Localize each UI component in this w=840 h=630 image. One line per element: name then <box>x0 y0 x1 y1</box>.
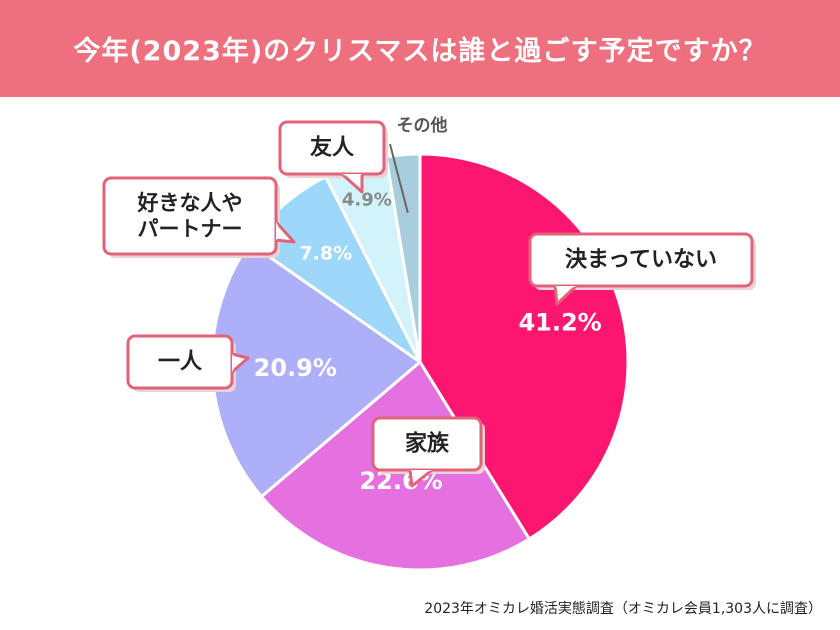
callout-seam <box>555 286 576 293</box>
callout-label: 友人 <box>310 136 354 161</box>
callout-seam <box>276 222 283 240</box>
percent-label: 7.8% <box>299 243 352 265</box>
callout-bubble: 好きな人やパートナー <box>102 176 296 258</box>
source-note: 2023年オミカレ婚活実態調査（オミカレ会員1,303人に調査） <box>424 601 822 617</box>
percent-label: 41.2% <box>518 308 601 336</box>
callout-label: 決まっていない <box>565 248 717 273</box>
callout-box <box>102 176 278 256</box>
callout-seam <box>342 174 362 181</box>
percent-label: 20.9% <box>254 354 337 382</box>
callout-bubble: 決まっていない <box>528 232 756 306</box>
callout-label: 一人 <box>158 350 202 375</box>
title-bar: 今年(2023年)のクリスマスは誰と過ごす予定ですか？ <box>0 0 840 97</box>
callout-bubble: 友人 <box>278 120 388 194</box>
percent-label: 4.9% <box>342 190 392 211</box>
callout-box <box>278 120 386 176</box>
callout-label: 好きな人やパートナー <box>137 191 243 241</box>
page-title: 今年(2023年)のクリスマスは誰と過ごす予定ですか？ <box>73 36 767 67</box>
callout-label: 家族 <box>405 431 450 457</box>
callout-seam <box>232 354 238 372</box>
leader-line <box>389 143 409 213</box>
callout-bubble: 家族 <box>371 416 485 488</box>
callout-seam <box>410 470 432 476</box>
callout-bubble: 一人 <box>126 334 250 392</box>
callout-box <box>528 232 754 288</box>
other-label: その他 <box>397 115 448 136</box>
